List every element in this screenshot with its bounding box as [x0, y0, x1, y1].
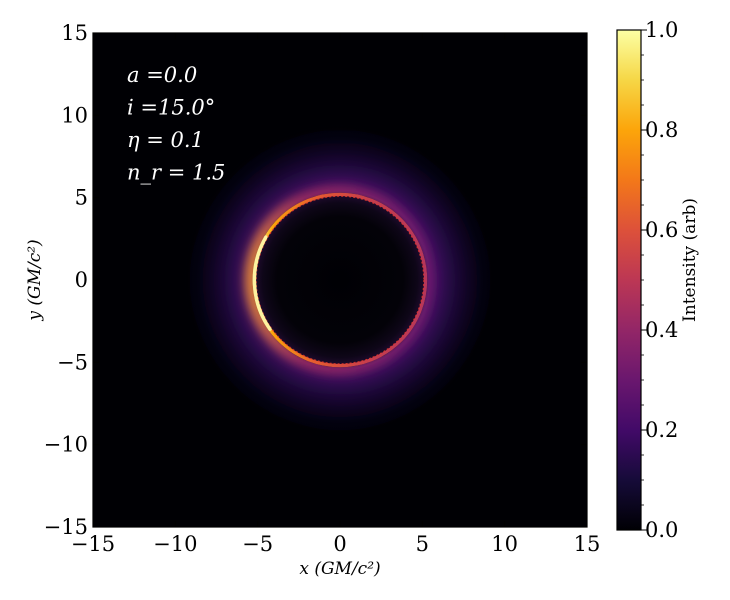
colorbar-ticks: 0.0 0.2 0.4 0.6 0.8 1.0 [641, 18, 678, 542]
plot-area [93, 33, 587, 527]
y-tick-label: 5 [75, 186, 88, 210]
y-axis-label: y (GM/c²) [25, 239, 45, 321]
colorbar-label: Intensity (arb) [680, 198, 700, 322]
annotation-eta: η = 0.1 [127, 128, 204, 152]
colorbar-tick-label: 0.0 [645, 518, 678, 542]
colorbar-tick-label: 0.2 [645, 418, 678, 442]
colorbar-gradient [616, 29, 642, 531]
colorbar-tick-label: 0.8 [645, 118, 678, 142]
x-tick-label: 10 [491, 532, 518, 556]
black-hole-shadow [252, 192, 428, 368]
colorbar-tick-label: 1.0 [645, 18, 678, 42]
y-axis: 15 10 5 0 −5 −10 −15 [44, 21, 587, 539]
x-tick-label: 15 [574, 532, 601, 556]
x-tick-label: 5 [416, 532, 429, 556]
colorbar: 0.0 0.2 0.4 0.6 0.8 1.0 Intensity (arb) [616, 18, 700, 542]
x-tick-label: −10 [153, 532, 197, 556]
colorbar-tick-label: 0.4 [645, 318, 678, 342]
annotation-spin: a =0.0 [127, 63, 197, 87]
x-tick-label: −5 [242, 532, 273, 556]
x-tick-label: 0 [333, 532, 346, 556]
y-tick-label: 15 [61, 21, 88, 45]
y-tick-label: 0 [75, 268, 88, 292]
x-axis-label: x (GM/c²) [299, 559, 380, 579]
annotation-inclination: i =15.0° [127, 96, 215, 120]
x-tick-label: −15 [71, 532, 115, 556]
photon-ring-hot-side [252, 235, 272, 331]
parameter-annotations: a =0.0 i =15.0° η = 0.1 n_r = 1.5 [127, 63, 225, 185]
y-tick-label: −15 [44, 515, 88, 539]
x-axis: −15 −10 −5 0 5 10 15 [71, 33, 601, 556]
y-tick-label: −10 [44, 433, 88, 457]
intensity-image [170, 110, 510, 450]
y-tick-label: −5 [57, 350, 88, 374]
y-tick-label: 10 [61, 103, 88, 127]
colorbar-tick-label: 0.6 [645, 218, 678, 242]
photon-ring-inner-edge [255, 195, 425, 365]
annotation-refractive-index: n_r = 1.5 [127, 161, 225, 185]
